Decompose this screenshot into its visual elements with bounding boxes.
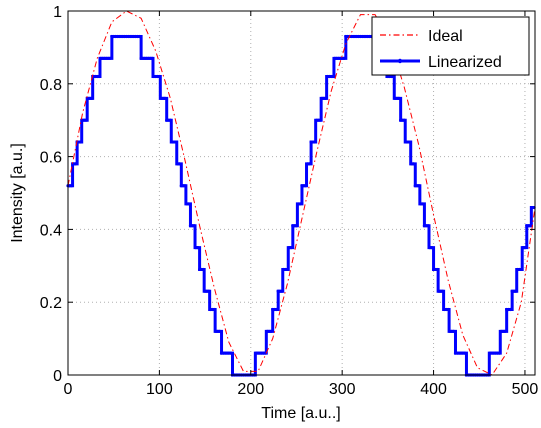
linearized-point (79, 140, 83, 144)
linearized-point (313, 140, 317, 144)
y-tick-label: 0.8 (40, 77, 62, 94)
linearized-point (137, 34, 141, 39)
linearized-point (463, 351, 467, 355)
linearized-point (324, 96, 328, 100)
linearized-point (342, 56, 346, 60)
linearized-point (289, 246, 293, 250)
x-axis-label: Time [a.u..] (261, 405, 340, 422)
linearized-point (514, 289, 518, 293)
linearized-point (446, 307, 450, 312)
x-tick-label: 400 (420, 381, 447, 398)
linearized-point (391, 74, 395, 79)
linearized-point (196, 246, 200, 250)
linearized-point (70, 184, 74, 188)
linearized-point (269, 329, 273, 333)
linearized-point (307, 162, 311, 166)
x-tick-label: 500 (512, 381, 539, 398)
linearized-point (274, 307, 278, 312)
linearized-point (441, 289, 445, 293)
linearized-point (435, 267, 439, 272)
y-tick-label: 0 (53, 368, 62, 385)
linearized-point (503, 329, 507, 333)
linearized-point (420, 202, 425, 206)
linearized-point (497, 351, 501, 355)
linearized-point (304, 184, 308, 188)
linearized-point (187, 202, 191, 206)
linearized-point (523, 246, 527, 250)
linearized-point (163, 96, 167, 100)
linearized-point (408, 140, 412, 144)
linearized-point (519, 267, 523, 272)
linearized-point (411, 162, 416, 166)
linearized-point (229, 351, 233, 355)
linearized-point (73, 162, 77, 166)
linearized-point (168, 118, 172, 122)
legend-box (371, 16, 530, 76)
legend-linearized-marker (397, 58, 403, 64)
linearized-point (298, 202, 302, 206)
linearized-point (397, 96, 401, 100)
linearized-point (218, 329, 222, 333)
linearized-point (183, 184, 187, 188)
y-tick-label: 0.2 (40, 295, 62, 312)
y-tick-label: 0.6 (40, 150, 62, 167)
ticks: 0 100 200 300 400 500 0 0.2 0.4 0.6 0.8 1 (40, 4, 539, 398)
linearized-point (417, 184, 421, 188)
linearized-point (108, 56, 112, 60)
x-tick-label: 200 (237, 381, 264, 398)
linearized-point (177, 162, 182, 166)
legend-linearized-label: Linearized (428, 54, 502, 71)
linearized-point (174, 140, 178, 144)
linearized-point (280, 289, 284, 293)
linearized-point (207, 289, 211, 293)
linearized-point (318, 118, 322, 122)
linearized-point (201, 267, 205, 272)
ideal-series-line (67, 10, 536, 376)
linearized-point (402, 118, 406, 122)
linearized-point (150, 56, 154, 60)
plot-series (66, 10, 536, 377)
y-tick-label: 1 (53, 4, 62, 21)
linearized-point (212, 307, 216, 312)
legend: Ideal Linearized (371, 16, 530, 76)
linearized-point (90, 96, 94, 100)
linearized-point (331, 74, 335, 79)
linearized-point (294, 224, 299, 228)
linearized-point (426, 224, 430, 228)
plot-frame (67, 10, 536, 376)
x-tick-label: 100 (146, 381, 173, 398)
linearized-point (84, 118, 88, 122)
linearized-point (452, 329, 456, 333)
linearized-point (528, 224, 533, 228)
linearized-point (285, 267, 289, 272)
linearized-series-line (68, 34, 535, 377)
y-tick-label: 0.4 (40, 222, 62, 239)
x-tick-label: 0 (64, 381, 73, 398)
linearized-point (508, 307, 512, 312)
linearized-point (157, 74, 161, 79)
linearized-point (430, 246, 434, 250)
x-tick-label: 300 (329, 381, 356, 398)
legend-ideal-label: Ideal (428, 28, 463, 45)
linearized-point (97, 74, 101, 79)
y-axis-label: Intensity [a.u.] (9, 143, 26, 243)
linearized-point (192, 224, 196, 228)
